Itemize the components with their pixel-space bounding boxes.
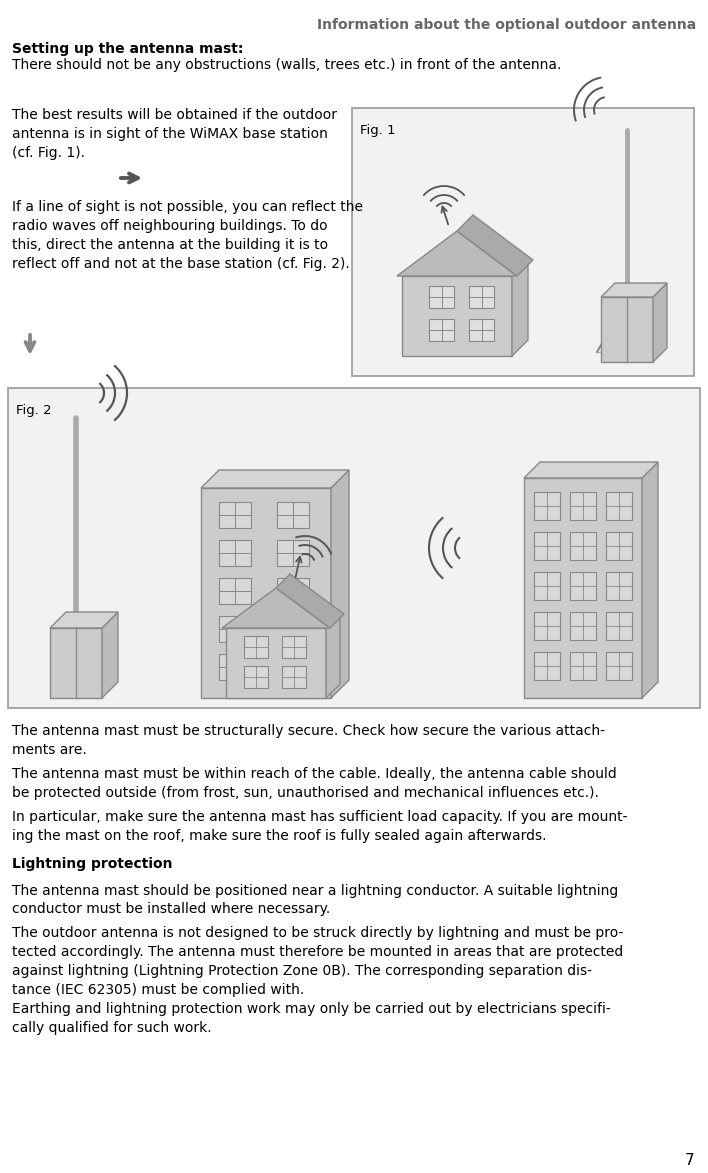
Bar	[201, 488, 331, 698]
Bar	[244, 666, 268, 689]
Bar	[570, 533, 596, 560]
Polygon shape	[642, 462, 658, 698]
Bar	[352, 108, 694, 377]
Bar	[534, 612, 560, 640]
Bar	[469, 319, 494, 341]
Text: The antenna mast should be positioned near a lightning conductor. A suitable lig: The antenna mast should be positioned ne…	[12, 883, 618, 916]
Polygon shape	[222, 588, 330, 628]
Polygon shape	[102, 612, 118, 698]
Bar	[277, 502, 309, 528]
Bar	[277, 655, 309, 680]
Bar	[219, 578, 251, 604]
Bar	[606, 652, 632, 680]
Text: The outdoor antenna is not designed to be struck directly by lightning and must : The outdoor antenna is not designed to b…	[12, 927, 623, 1036]
Polygon shape	[50, 612, 118, 628]
Bar	[534, 652, 560, 680]
Text: There should not be any obstructions (walls, trees etc.) in front of the antenna: There should not be any obstructions (wa…	[12, 57, 561, 72]
Bar	[570, 572, 596, 601]
Polygon shape	[653, 283, 667, 362]
Text: Lightning protection: Lightning protection	[12, 857, 173, 872]
Bar	[277, 578, 309, 604]
Bar	[524, 479, 642, 698]
Bar	[534, 491, 560, 520]
Text: If a line of sight is not possible, you can reflect the
radio waves off neighbou: If a line of sight is not possible, you …	[12, 201, 363, 271]
Bar	[601, 297, 653, 362]
Bar	[606, 491, 632, 520]
Text: 7: 7	[685, 1153, 694, 1168]
Bar	[219, 502, 251, 528]
Bar	[469, 286, 494, 308]
Bar	[606, 533, 632, 560]
Bar	[219, 540, 251, 567]
Polygon shape	[276, 574, 344, 628]
Polygon shape	[601, 283, 667, 297]
Bar	[219, 655, 251, 680]
Text: Fig. 2: Fig. 2	[16, 404, 52, 416]
Bar	[606, 612, 632, 640]
Bar	[429, 319, 454, 341]
Polygon shape	[457, 215, 533, 276]
Text: Information about the optional outdoor antenna: Information about the optional outdoor a…	[316, 18, 696, 32]
Bar	[534, 572, 560, 601]
Bar	[534, 533, 560, 560]
Bar	[50, 628, 102, 698]
Text: The antenna mast must be within reach of the cable. Ideally, the antenna cable s: The antenna mast must be within reach of…	[12, 767, 617, 800]
Text: Fig. 1: Fig. 1	[360, 124, 396, 137]
Bar	[219, 616, 251, 642]
Text: The antenna mast must be structurally secure. Check how secure the various attac: The antenna mast must be structurally se…	[12, 724, 605, 757]
Bar	[282, 636, 306, 658]
Text: Setting up the antenna mast:: Setting up the antenna mast:	[12, 42, 244, 56]
Polygon shape	[201, 470, 349, 488]
Bar	[282, 666, 306, 689]
Bar	[8, 388, 700, 708]
Text: In particular, make sure the antenna mast has sufficient load capacity. If you a: In particular, make sure the antenna mas…	[12, 811, 627, 843]
Polygon shape	[326, 613, 340, 698]
Bar	[570, 612, 596, 640]
Polygon shape	[512, 260, 528, 355]
Bar	[570, 652, 596, 680]
Polygon shape	[331, 470, 349, 698]
Polygon shape	[524, 462, 658, 479]
Bar	[226, 628, 326, 698]
Bar	[277, 540, 309, 567]
Bar	[606, 572, 632, 601]
Bar	[277, 616, 309, 642]
Bar	[402, 276, 512, 355]
Text: The best results will be obtained if the outdoor
antenna is in sight of the WiMA: The best results will be obtained if the…	[12, 108, 337, 160]
Bar	[570, 491, 596, 520]
Bar	[244, 636, 268, 658]
Bar	[429, 286, 454, 308]
Polygon shape	[397, 231, 517, 276]
